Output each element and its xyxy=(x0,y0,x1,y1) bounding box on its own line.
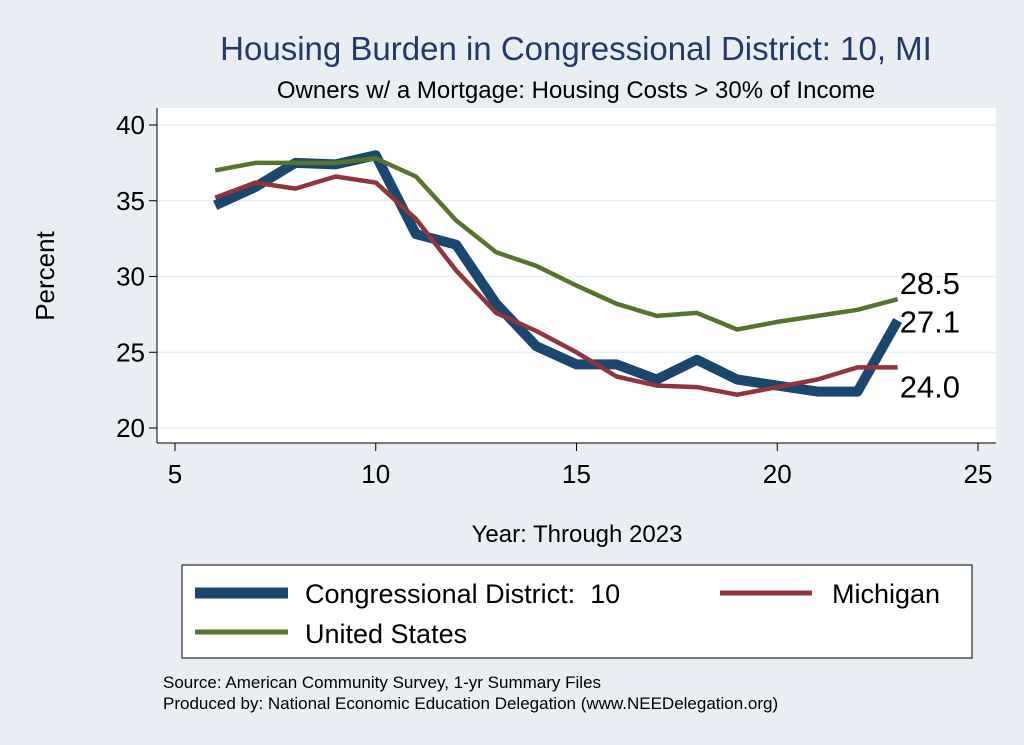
y-tick-label: 20 xyxy=(116,413,145,443)
end-label-district: 27.1 xyxy=(900,304,960,339)
chart-title: Housing Burden in Congressional District… xyxy=(220,30,932,67)
axes-layer: 20 25 30 35 40 5 10 15 20 25 xyxy=(116,108,996,489)
source-note: Source: American Community Survey, 1-yr … xyxy=(163,673,601,692)
x-tick-label: 20 xyxy=(763,459,792,489)
x-tick-label: 10 xyxy=(361,459,390,489)
legend-box xyxy=(181,564,973,659)
grid-layer xyxy=(157,124,996,429)
y-tick-label: 35 xyxy=(116,186,145,216)
y-tick-label: 25 xyxy=(116,337,145,367)
series-line-michigan xyxy=(214,174,898,397)
y-axis-label: Percent xyxy=(30,230,60,320)
legend-label-united-states: United States xyxy=(305,619,467,649)
legend-label-district: Congressional District: 10 xyxy=(305,579,620,609)
y-tick-label: 30 xyxy=(116,262,145,292)
end-label-united-states: 28.5 xyxy=(900,266,960,301)
y-tick-label: 40 xyxy=(116,110,145,140)
end-label-michigan: 24.0 xyxy=(900,369,960,404)
series-line-united-states xyxy=(214,156,899,332)
x-tick-label: 15 xyxy=(562,459,591,489)
end-label-layer: 27.1 24.0 28.5 xyxy=(900,266,960,404)
producer-note: Produced by: National Economic Education… xyxy=(163,694,778,713)
chart-subtitle: Owners w/ a Mortgage: Housing Costs > 30… xyxy=(277,77,875,104)
x-tick-label: 25 xyxy=(964,459,993,489)
plot-area-background xyxy=(157,108,996,443)
series-layer xyxy=(213,150,903,397)
x-tick-label: 5 xyxy=(168,459,182,489)
legend-label-michigan: Michigan xyxy=(832,579,940,609)
x-axis-label: Year: Through 2023 xyxy=(472,521,683,548)
legend: Congressional District: 10 Michigan Unit… xyxy=(181,564,973,659)
